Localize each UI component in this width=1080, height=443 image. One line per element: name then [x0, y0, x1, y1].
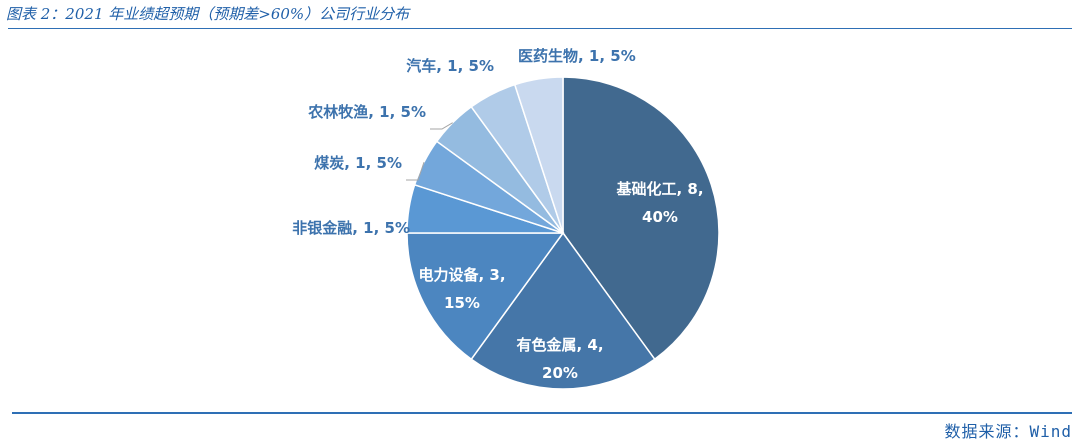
- pie-label-slice-4: 非银金融, 1, 5%: [292, 219, 410, 237]
- pie-slice-3: [406, 232, 565, 361]
- leader-line-slice-6: [430, 122, 453, 130]
- leader-line-slice-5: [406, 162, 425, 181]
- pie-chart: 基础化工, 8, 40% 有色金属, 4, 20%电力设备, 3, 15% 非银金融, 1…: [292, 47, 720, 390]
- pie-slice-2: [470, 231, 656, 390]
- source-note: 数据来源：Wind: [944, 422, 1072, 441]
- pie-label-slice-6: 农林牧渔, 1, 5%: [307, 103, 426, 121]
- pie-label-slice-5: 煤炭, 1, 5%: [314, 154, 402, 172]
- pie-slice-1: [562, 76, 720, 361]
- pie-label-slice-8: 医药生物, 1, 5%: [518, 47, 636, 65]
- pie-label-slice-7: 汽车, 1, 5%: [406, 57, 494, 75]
- chart-title: 图表 2：2021 年业绩超预期（预期差>60%）公司行业分布: [6, 5, 410, 23]
- pie-label-slice-2: 有色金属, 4, 20%: [516, 336, 603, 382]
- title-divider: [8, 28, 1072, 29]
- pie-label-slice-3: 电力设备, 3, 15%: [418, 266, 505, 312]
- bottom-divider: [12, 412, 1072, 414]
- pie-label-slice-1: 基础化工, 8, 40%: [615, 180, 703, 226]
- pie-slice-8: [513, 76, 564, 234]
